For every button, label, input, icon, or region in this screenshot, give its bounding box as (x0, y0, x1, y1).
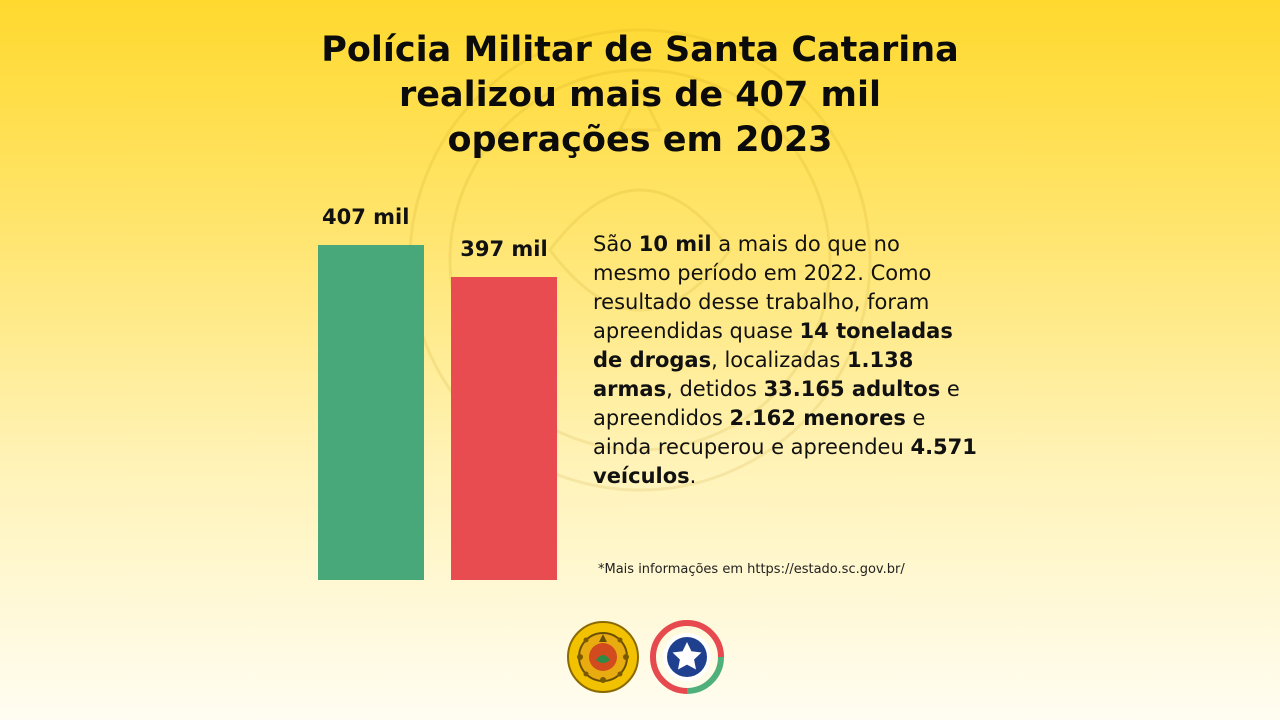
desc-bold-6: 4.571 veículos (593, 435, 977, 488)
page-title: Polícia Militar de Santa Catarina realiz… (240, 28, 1040, 163)
logos (566, 620, 726, 696)
desc-bold-1: 10 mil (638, 232, 712, 256)
bar-label-2023: 407 mil (322, 205, 410, 230)
military-police-emblem-icon (566, 620, 640, 694)
desc-text-7: . (689, 464, 697, 488)
desc-bold-2: 14 toneladas de drogas (593, 319, 953, 372)
description-text: São 10 mil a mais do que no mesmo períod… (593, 230, 983, 491)
desc-text-5: e apreendidos (593, 377, 960, 430)
desc-text-6: e ainda recuperou e apreendeu (593, 406, 926, 459)
desc-bold-4: 33.165 adultos (763, 377, 941, 401)
bar-2023 (318, 245, 424, 580)
desc-text-3: , localizadas (711, 348, 847, 372)
desc-bold-3: 1.138 armas (593, 348, 914, 401)
desc-bold-5: 2.162 menores (729, 406, 906, 430)
title-line-2: realizou mais de 407 mil (399, 75, 881, 115)
bar-label-2022: 397 mil (460, 236, 548, 261)
desc-text-1: São (593, 232, 639, 256)
desc-text-2: a mais do que no mesmo período em 2022. … (593, 232, 932, 343)
sc-government-star-icon (649, 620, 724, 694)
title-line-3: operações em 2023 (447, 120, 833, 160)
bar-2022 (451, 276, 557, 580)
desc-text-4: , detidos (666, 377, 764, 401)
footnote: *Mais informações em https://estado.sc.g… (598, 562, 905, 577)
title-line-1: Polícia Militar de Santa Catarina (321, 30, 959, 70)
bar-chart: 407 mil 397 mil (300, 190, 580, 590)
